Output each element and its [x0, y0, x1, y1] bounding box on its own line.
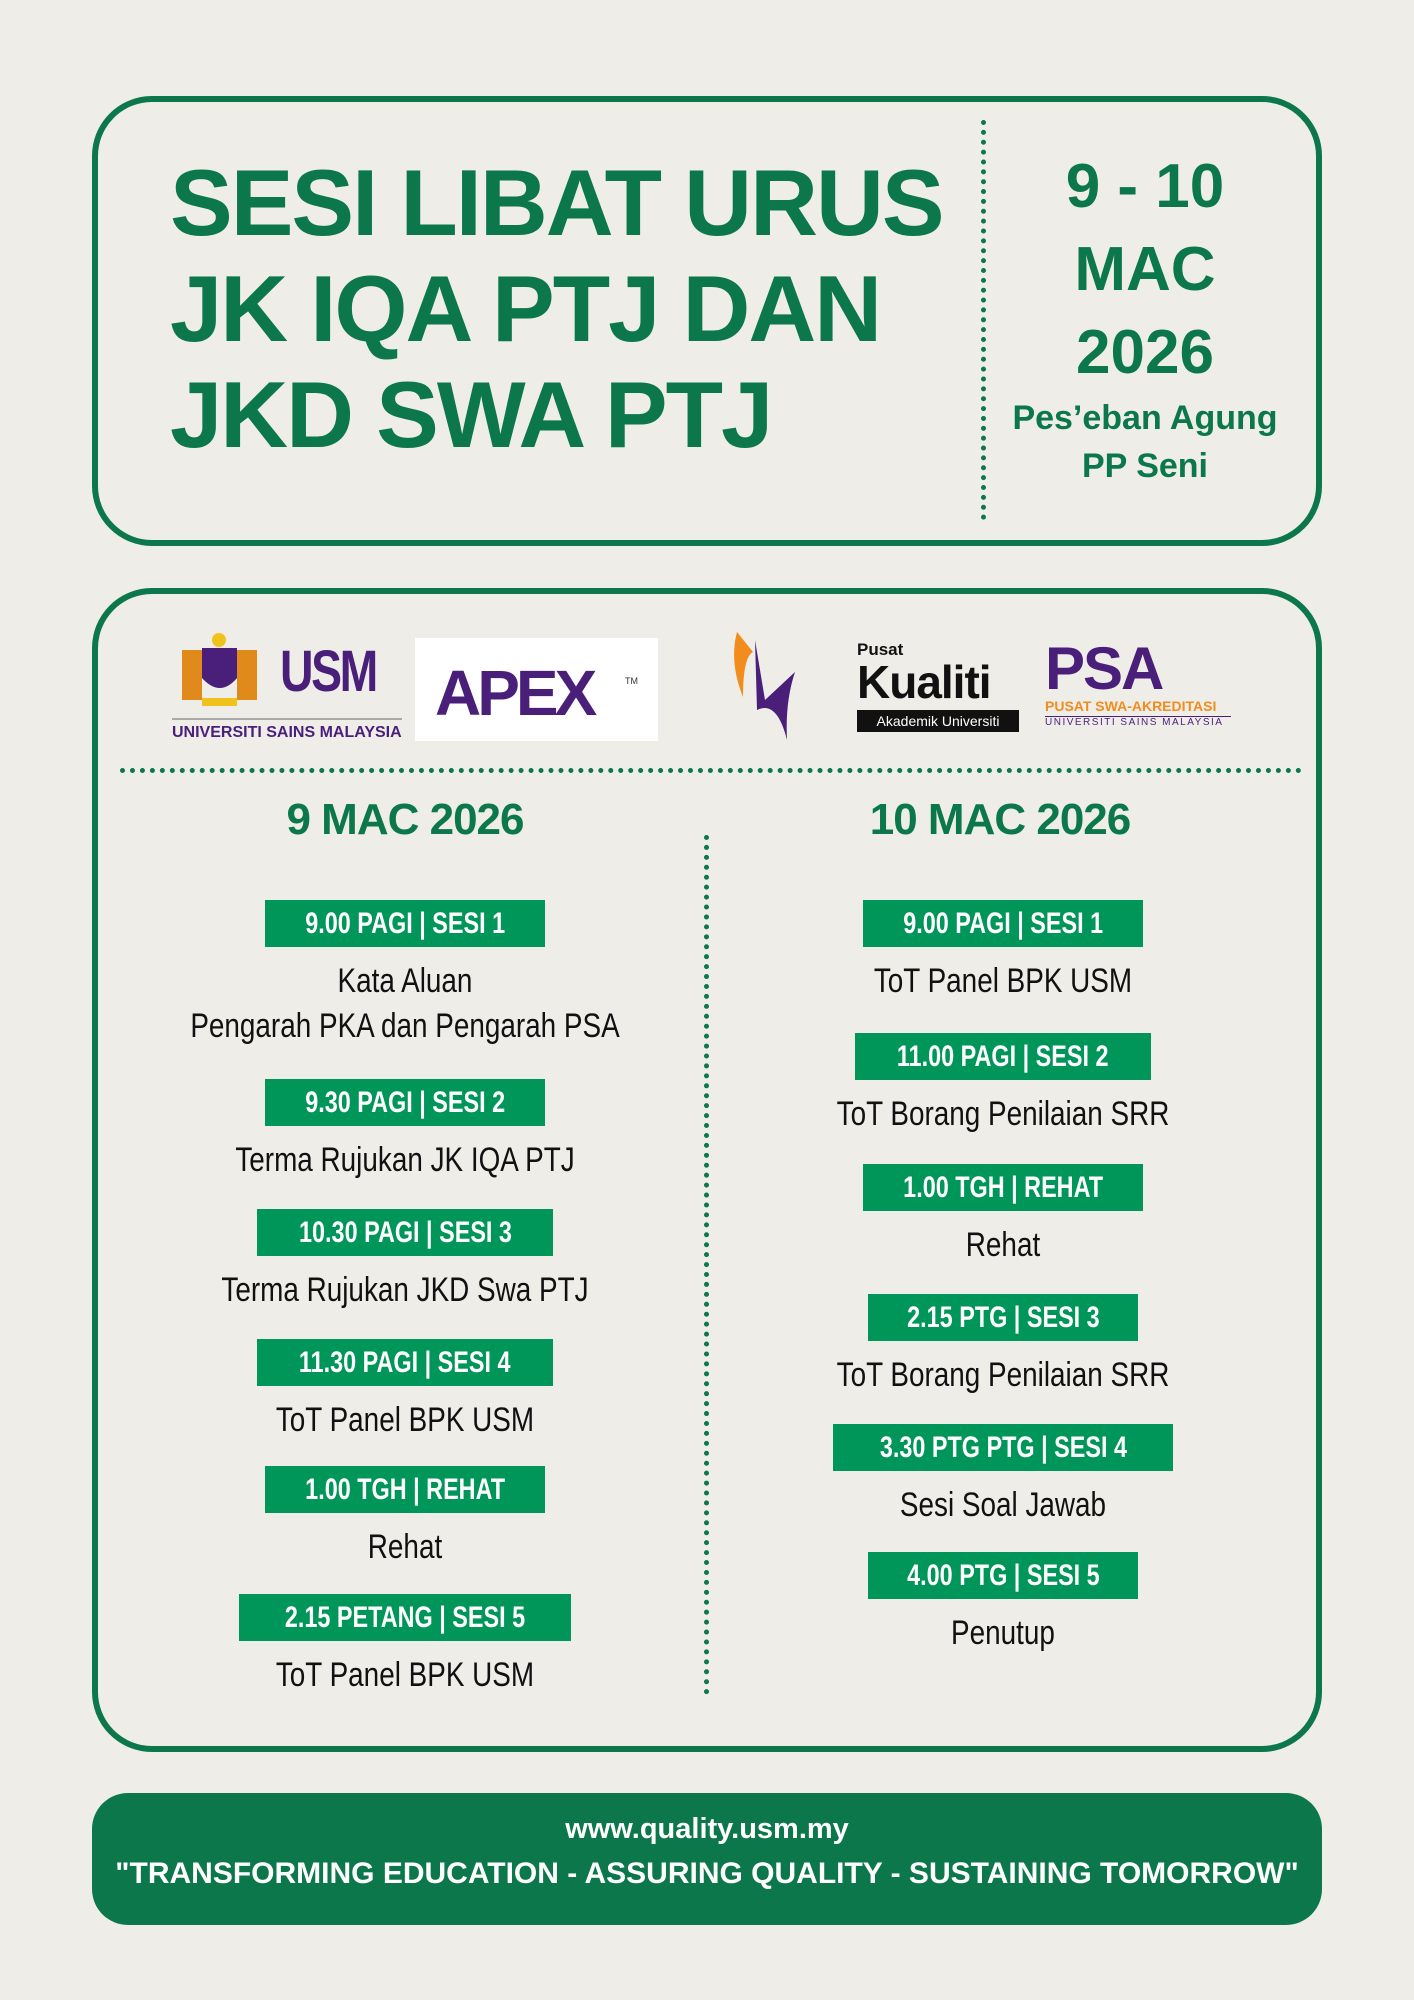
session-description-line: Pengarah PKA dan Pengarah PSA	[190, 1007, 620, 1045]
website-link[interactable]: www.quality.usm.my	[565, 1813, 849, 1845]
schedule-card	[92, 588, 1322, 1752]
session-time-badge: 2.15 PTG | SESI 3	[867, 1294, 1139, 1341]
session-time: 11.00 PAGI | SESI 2	[897, 1040, 1109, 1073]
session-description-line: ToT Panel BPK USM	[873, 962, 1133, 1000]
psa-logo: PSA PUSAT SWA-AKREDITASI UNIVERSITI SAIN…	[1045, 639, 1231, 732]
session-time-badge: 3.30 PTG PTG | SESI 4	[832, 1424, 1174, 1471]
session-description-line: Rehat	[965, 1226, 1041, 1264]
session-time-badge: 1.00 TGH | REHAT	[264, 1466, 546, 1513]
session-description-line: Terma Rujukan JKD Swa PTJ	[221, 1271, 589, 1309]
session-time: 1.00 TGH | REHAT	[305, 1473, 505, 1506]
session-time: 11.30 PAGI | SESI 4	[299, 1346, 511, 1379]
session-description-line: ToT Borang Penilaian SRR	[836, 1356, 1170, 1394]
apex-logo: APEX TM	[415, 638, 658, 741]
date-days: 9 - 10	[1065, 152, 1225, 221]
session-time: 9.30 PAGI | SESI 2	[305, 1086, 505, 1119]
kualiti-swoosh-logo	[733, 632, 808, 740]
event-title: SESI LIBAT URUS JK IQA PTJ DAN JKD SWA P…	[170, 150, 945, 468]
usm-logo: USM UNIVERSITI SAINS MALAYSIA	[172, 630, 402, 741]
session-item: 1.00 TGH | REHAT Rehat	[723, 1164, 1283, 1268]
session-item: 1.00 TGH | REHAT Rehat	[125, 1466, 685, 1570]
session-description-line: Kata Aluan	[337, 962, 473, 1000]
session-description-line: Rehat	[367, 1528, 443, 1566]
title-line: JKD SWA PTJ	[170, 362, 773, 467]
day-2-heading: 10 MAC 2026	[869, 795, 1131, 844]
session-time: 3.30 PTG PTG | SESI 4	[879, 1431, 1127, 1464]
session-description: Terma Rujukan JKD Swa PTJ	[125, 1268, 685, 1313]
session-time-badge: 10.30 PAGI | SESI 3	[256, 1209, 554, 1256]
session-time-badge: 4.00 PTG | SESI 5	[867, 1552, 1139, 1599]
venue-line: PP Seni	[1082, 447, 1208, 485]
session-time: 4.00 PTG | SESI 5	[906, 1559, 1100, 1592]
date-month: MAC	[1074, 235, 1216, 304]
session-description-line: Terma Rujukan JK IQA PTJ	[235, 1141, 575, 1179]
footer-banner: www.quality.usm.my "TRANSFORMING EDUCATI…	[92, 1793, 1322, 1925]
session-description: ToT Panel BPK USM	[723, 959, 1283, 1004]
kualiti-swoosh-icon	[734, 632, 795, 740]
session-item: 2.15 PTG | SESI 3 ToT Borang Penilaian SR…	[723, 1294, 1283, 1398]
session-description: Rehat	[723, 1223, 1283, 1268]
session-description: ToT Panel BPK USM	[125, 1398, 685, 1443]
session-time-badge: 1.00 TGH | REHAT	[862, 1164, 1144, 1211]
day-1-heading: 9 MAC 2026	[286, 795, 524, 844]
session-time: 9.00 PAGI | SESI 1	[305, 907, 505, 940]
session-description-line: Penutup	[951, 1614, 1055, 1652]
title-line: SESI LIBAT URUS	[170, 150, 945, 255]
logo-divider	[120, 768, 1302, 773]
session-description: Penutup	[723, 1611, 1283, 1656]
session-time: 2.15 PTG | SESI 3	[906, 1301, 1100, 1334]
session-description-line: Sesi Soal Jawab	[899, 1486, 1107, 1524]
event-date: 9 - 10 MAC 2026 Pes’eban Agung PP Seni	[1000, 145, 1290, 490]
venue-line: Pes’eban Agung	[1012, 399, 1278, 437]
session-item: 4.00 PTG | SESI 5 Penutup	[723, 1552, 1283, 1656]
column-divider	[704, 835, 709, 1695]
session-item: 9.00 PAGI | SESI 1 Kata Aluan Pengarah PKA…	[125, 900, 685, 1049]
session-description: Kata Aluan Pengarah PKA dan Pengarah PSA	[125, 959, 685, 1049]
session-description-line: ToT Panel BPK USM	[275, 1656, 535, 1694]
session-time-badge: 11.00 PAGI | SESI 2	[855, 1033, 1151, 1080]
session-description: Rehat	[125, 1525, 685, 1570]
session-time: 2.15 PETANG | SESI 5	[284, 1601, 526, 1634]
session-description-line: ToT Borang Penilaian SRR	[836, 1095, 1170, 1133]
session-description: ToT Borang Penilaian SRR	[723, 1353, 1283, 1398]
session-description: ToT Panel BPK USM	[125, 1653, 685, 1698]
session-time: 9.00 PAGI | SESI 1	[903, 907, 1103, 940]
session-item: 10.30 PAGI | SESI 3 Terma Rujukan JKD Swa…	[125, 1209, 685, 1313]
session-description: ToT Borang Penilaian SRR	[723, 1092, 1283, 1137]
date-year: 2026	[1076, 318, 1214, 387]
session-description: Sesi Soal Jawab	[723, 1483, 1283, 1528]
session-time-badge: 2.15 PETANG | SESI 5	[239, 1594, 571, 1641]
tagline: "TRANSFORMING EDUCATION - ASSURING QUALI…	[115, 1857, 1299, 1890]
session-time-badge: 11.30 PAGI | SESI 4	[257, 1339, 553, 1386]
session-item: 2.15 PETANG | SESI 5 ToT Panel BPK USM	[125, 1594, 685, 1698]
session-item: 9.00 PAGI | SESI 1 ToT Panel BPK USM	[723, 900, 1283, 1004]
header-divider	[981, 120, 986, 520]
usm-crest-icon	[182, 633, 257, 706]
session-time: 10.30 PAGI | SESI 3	[298, 1216, 512, 1249]
session-description-line: ToT Panel BPK USM	[275, 1401, 535, 1439]
session-time-badge: 9.00 PAGI | SESI 1	[264, 900, 546, 947]
session-time: 1.00 TGH | REHAT	[903, 1171, 1103, 1204]
session-item: 3.30 PTG PTG | SESI 4 Sesi Soal Jawab	[723, 1424, 1283, 1528]
kualiti-logo: Pusat Kualiti Akademik Universiti	[857, 640, 1019, 732]
title-line: JK IQA PTJ DAN	[170, 256, 882, 361]
session-description: Terma Rujukan JK IQA PTJ	[125, 1138, 685, 1183]
session-item: 9.30 PAGI | SESI 2 Terma Rujukan JK IQA P…	[125, 1079, 685, 1183]
session-time-badge: 9.30 PAGI | SESI 2	[264, 1079, 546, 1126]
session-item: 11.00 PAGI | SESI 2 ToT Borang Penilaian …	[723, 1033, 1283, 1137]
session-time-badge: 9.00 PAGI | SESI 1	[862, 900, 1144, 947]
session-item: 11.30 PAGI | SESI 4 ToT Panel BPK USM	[125, 1339, 685, 1443]
header-card	[92, 96, 1322, 546]
